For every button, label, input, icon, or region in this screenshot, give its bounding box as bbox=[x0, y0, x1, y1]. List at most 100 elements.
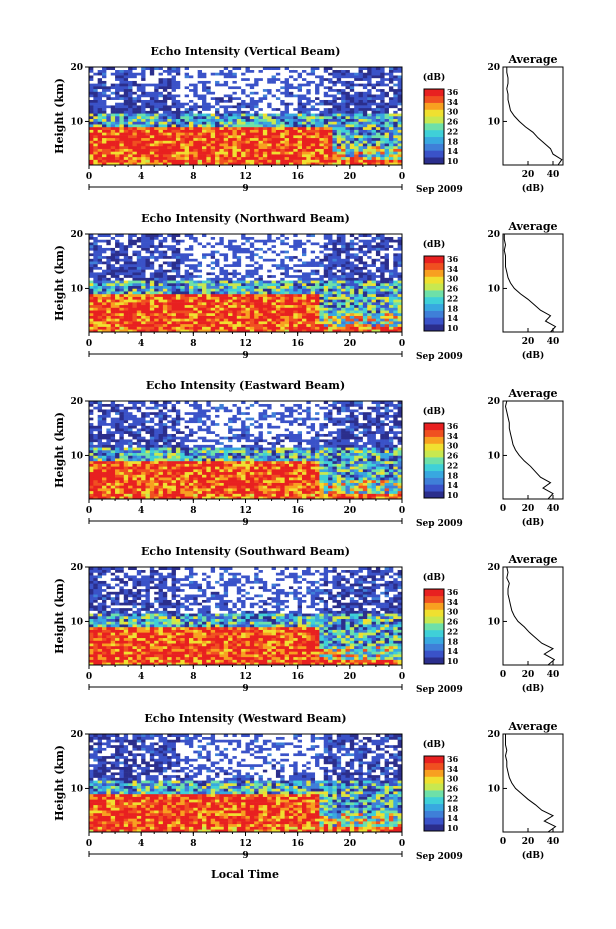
heatmap-cell bbox=[284, 140, 290, 144]
heatmap-cell bbox=[371, 116, 377, 120]
heatmap-cell bbox=[93, 242, 98, 246]
heatmap-cell bbox=[175, 67, 181, 71]
heatmap-cell bbox=[319, 162, 325, 166]
heatmap-cell bbox=[332, 261, 338, 265]
heatmap-cell bbox=[141, 129, 146, 133]
heatmap-cell bbox=[354, 143, 359, 147]
heatmap-cell bbox=[310, 116, 316, 120]
heatmap-cell bbox=[267, 299, 272, 303]
heatmap-cell bbox=[345, 255, 351, 259]
heatmap-cell bbox=[397, 140, 403, 144]
heatmap-cell bbox=[297, 280, 303, 284]
heatmap-cell bbox=[193, 291, 198, 295]
heatmap-cell bbox=[280, 151, 285, 155]
heatmap-cell bbox=[262, 83, 268, 87]
heatmap-cell bbox=[89, 143, 94, 147]
heatmap-cell bbox=[249, 88, 255, 92]
heatmap-cell bbox=[323, 283, 329, 287]
heatmap-cell bbox=[362, 242, 368, 246]
heatmap-cell bbox=[254, 102, 259, 106]
heatmap-cell bbox=[97, 258, 103, 262]
heatmap-cell bbox=[267, 140, 272, 144]
heatmap-cell bbox=[171, 329, 177, 333]
heatmap-cell bbox=[102, 244, 107, 248]
heatmap-cell bbox=[106, 140, 112, 144]
heatmap-cell bbox=[162, 77, 168, 81]
heatmap-cell bbox=[254, 83, 259, 87]
heatmap-cell bbox=[332, 242, 338, 246]
heatmap-cell bbox=[341, 77, 346, 81]
heatmap-cell bbox=[141, 102, 146, 106]
heatmap-cell bbox=[93, 107, 98, 111]
heatmap-cell bbox=[354, 242, 359, 246]
heatmap-cell bbox=[258, 137, 264, 141]
heatmap-cell bbox=[232, 105, 238, 109]
heatmap-cell bbox=[93, 266, 98, 270]
heatmap-cell bbox=[210, 148, 216, 152]
heatmap-cell bbox=[293, 77, 298, 81]
heatmap-cell bbox=[332, 148, 338, 152]
heatmap-cell bbox=[102, 280, 107, 284]
heatmap-cell bbox=[167, 247, 172, 251]
heatmap-cell bbox=[89, 323, 94, 327]
heatmap-cell bbox=[219, 116, 225, 120]
heatmap-cell bbox=[275, 116, 281, 120]
heatmap-cell bbox=[128, 162, 133, 166]
heatmap-cell bbox=[297, 293, 303, 297]
heatmap-cell bbox=[136, 269, 142, 273]
heatmap-cell bbox=[375, 88, 381, 92]
heatmap-cell bbox=[254, 156, 259, 160]
heatmap-cell bbox=[306, 236, 312, 240]
heatmap-cell bbox=[393, 118, 398, 122]
heatmap-cell bbox=[119, 250, 125, 254]
heatmap-cell bbox=[302, 118, 307, 122]
heatmap-cell bbox=[93, 323, 98, 327]
heatmap-cell bbox=[136, 296, 142, 300]
heatmap-cell bbox=[110, 75, 116, 79]
panel-0: Echo Intensity (Vertical Beam)Height (km… bbox=[53, 45, 564, 195]
heatmap-cell bbox=[397, 135, 403, 139]
heatmap-cell bbox=[188, 118, 194, 122]
heatmap-cell bbox=[219, 312, 225, 316]
heatmap-cell bbox=[193, 154, 198, 158]
heatmap-cell bbox=[132, 266, 138, 270]
heatmap-cell bbox=[275, 258, 281, 262]
heatmap-cell bbox=[302, 323, 307, 327]
heatmap-cell bbox=[302, 102, 307, 106]
heatmap-cell bbox=[128, 321, 133, 325]
heatmap-cell bbox=[215, 315, 220, 319]
heatmap-cell bbox=[271, 121, 277, 125]
heatmap-cell bbox=[349, 132, 355, 136]
heatmap-cell bbox=[128, 118, 133, 122]
heatmap-cell bbox=[132, 129, 138, 133]
heatmap-cell bbox=[258, 250, 264, 254]
heatmap-cell bbox=[197, 280, 203, 284]
heatmap-cell bbox=[388, 88, 394, 92]
heatmap-cell bbox=[215, 118, 220, 122]
heatmap-cell bbox=[162, 105, 168, 109]
heatmap-cell bbox=[188, 280, 194, 284]
heatmap-cell bbox=[258, 329, 264, 333]
heatmap-cell bbox=[354, 94, 359, 98]
heatmap-cell bbox=[319, 255, 325, 259]
heatmap-cell bbox=[367, 88, 372, 92]
heatmap-cell bbox=[384, 113, 390, 117]
heatmap-cell bbox=[162, 143, 168, 147]
heatmap-cell bbox=[193, 126, 198, 130]
heatmap-cell bbox=[119, 323, 125, 327]
heatmap-cell bbox=[128, 244, 133, 248]
heatmap-cell bbox=[145, 86, 151, 90]
heatmap-cell bbox=[354, 105, 359, 109]
heatmap-cell bbox=[184, 154, 190, 158]
heatmap-cell bbox=[158, 67, 164, 71]
heatmap-cell bbox=[310, 263, 316, 267]
heatmap-cell bbox=[202, 288, 207, 292]
heatmap-cell bbox=[136, 326, 142, 330]
heatmap-cell bbox=[336, 329, 342, 333]
heatmap-cell bbox=[228, 234, 233, 238]
heatmap-cell bbox=[206, 69, 212, 73]
heatmap-cell bbox=[332, 299, 338, 303]
heatmap-cell bbox=[254, 288, 259, 292]
heatmap-cell bbox=[315, 67, 320, 71]
heatmap-cell bbox=[328, 321, 333, 325]
